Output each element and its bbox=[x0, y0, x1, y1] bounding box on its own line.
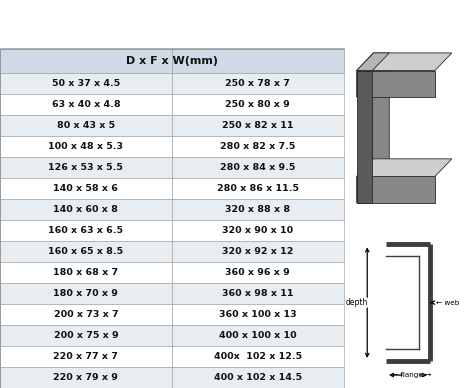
Bar bbox=[0, 220, 344, 241]
Bar bbox=[0, 115, 344, 136]
Text: 126 x 53 x 5.5: 126 x 53 x 5.5 bbox=[48, 163, 123, 172]
Text: 280 x 82 x 7.5: 280 x 82 x 7.5 bbox=[220, 142, 295, 151]
Text: Hot rolled equal steel angle: Hot rolled equal steel angle bbox=[74, 16, 324, 33]
Text: 280 x 86 x 11.5: 280 x 86 x 11.5 bbox=[217, 184, 299, 193]
Text: 50 x 37 x 4.5: 50 x 37 x 4.5 bbox=[52, 79, 120, 88]
Text: 400 x 102 x 14.5: 400 x 102 x 14.5 bbox=[214, 373, 302, 382]
Text: 63 x 40 x 4.8: 63 x 40 x 4.8 bbox=[52, 100, 120, 109]
Polygon shape bbox=[356, 53, 452, 71]
Bar bbox=[0, 48, 344, 73]
Polygon shape bbox=[356, 53, 389, 71]
Text: 220 x 79 x 9: 220 x 79 x 9 bbox=[54, 373, 118, 382]
Text: 250 x 82 x 11: 250 x 82 x 11 bbox=[222, 121, 293, 130]
Text: ← web: ← web bbox=[436, 300, 460, 306]
Text: 400x  102 x 12.5: 400x 102 x 12.5 bbox=[214, 352, 302, 361]
Text: 360 x 96 x 9: 360 x 96 x 9 bbox=[225, 268, 290, 277]
Text: 160 x 65 x 8.5: 160 x 65 x 8.5 bbox=[48, 247, 123, 256]
Text: 250 x 80 x 9: 250 x 80 x 9 bbox=[225, 100, 290, 109]
Bar bbox=[0, 283, 344, 304]
Text: depth: depth bbox=[346, 298, 368, 307]
Text: 140 x 58 x 6: 140 x 58 x 6 bbox=[54, 184, 118, 193]
Bar bbox=[0, 73, 344, 94]
Bar bbox=[0, 262, 344, 283]
Text: 80 x 43 x 5: 80 x 43 x 5 bbox=[57, 121, 115, 130]
Polygon shape bbox=[356, 71, 373, 203]
Text: 320 x 88 x 8: 320 x 88 x 8 bbox=[225, 205, 290, 214]
Text: D x F x W(mm): D x F x W(mm) bbox=[126, 56, 218, 66]
Text: 220 x 77 x 7: 220 x 77 x 7 bbox=[54, 352, 118, 361]
Text: ← flange →: ← flange → bbox=[392, 372, 431, 378]
Text: 360 x 98 x 11: 360 x 98 x 11 bbox=[222, 289, 293, 298]
Polygon shape bbox=[356, 71, 435, 97]
Text: 140 x 60 x 8: 140 x 60 x 8 bbox=[54, 205, 118, 214]
Text: 320 x 90 x 10: 320 x 90 x 10 bbox=[222, 226, 293, 235]
Bar bbox=[0, 346, 344, 367]
Polygon shape bbox=[356, 159, 374, 203]
Polygon shape bbox=[356, 159, 452, 177]
Text: 160 x 63 x 6.5: 160 x 63 x 6.5 bbox=[48, 226, 123, 235]
Bar bbox=[0, 157, 344, 178]
Text: 200 x 73 x 7: 200 x 73 x 7 bbox=[54, 310, 118, 319]
Polygon shape bbox=[356, 53, 374, 97]
Bar bbox=[0, 325, 344, 346]
Bar bbox=[0, 241, 344, 262]
Text: 250 x 78 x 7: 250 x 78 x 7 bbox=[225, 79, 290, 88]
Bar bbox=[0, 136, 344, 157]
Bar bbox=[0, 178, 344, 199]
Text: 180 x 68 x 7: 180 x 68 x 7 bbox=[54, 268, 118, 277]
Bar bbox=[0, 199, 344, 220]
Text: 400 x 100 x 10: 400 x 100 x 10 bbox=[219, 331, 297, 340]
Bar bbox=[0, 367, 344, 388]
Polygon shape bbox=[356, 177, 435, 203]
Text: 100 x 48 x 5.3: 100 x 48 x 5.3 bbox=[48, 142, 123, 151]
Text: 360 x 100 x 13: 360 x 100 x 13 bbox=[219, 310, 297, 319]
Bar bbox=[0, 304, 344, 325]
Text: 320 x 92 x 12: 320 x 92 x 12 bbox=[222, 247, 293, 256]
Text: 200 x 75 x 9: 200 x 75 x 9 bbox=[54, 331, 118, 340]
Polygon shape bbox=[373, 53, 389, 203]
Text: 180 x 70 x 9: 180 x 70 x 9 bbox=[54, 289, 118, 298]
Bar bbox=[0, 94, 344, 115]
Text: 280 x 84 x 9.5: 280 x 84 x 9.5 bbox=[220, 163, 295, 172]
